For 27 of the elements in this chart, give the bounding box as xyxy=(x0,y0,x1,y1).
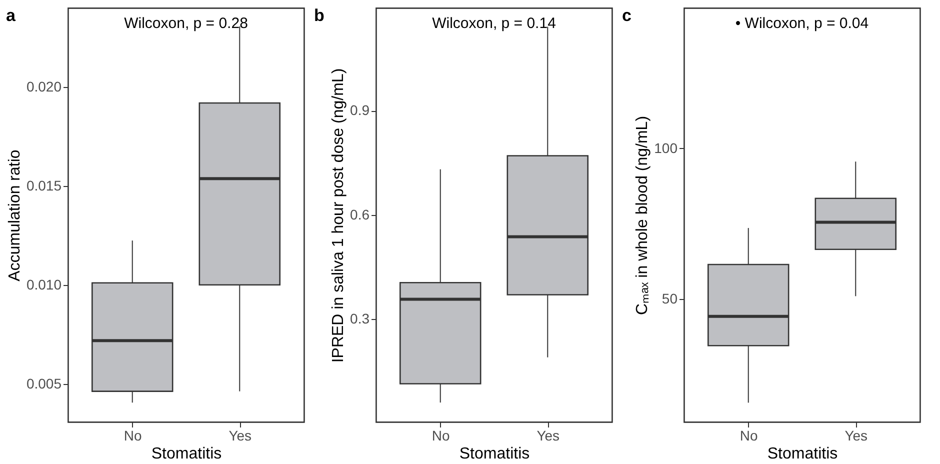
y-tick-label: 50 xyxy=(662,290,678,307)
x-axis-title: Stomatitis xyxy=(767,446,838,462)
annotation: Wilcoxon, p = 0.28 xyxy=(124,15,248,32)
y-tick-label: 0.015 xyxy=(26,177,62,194)
y-tick-label: 0.6 xyxy=(350,206,370,222)
x-tick-label: No xyxy=(740,428,758,444)
annotation: Wilcoxon, p = 0.14 xyxy=(432,15,556,32)
y-tick-label: 0.020 xyxy=(26,78,62,94)
x-tick-label: Yes xyxy=(536,428,560,444)
x-tick-label: No xyxy=(432,428,450,444)
y-tick-label: 0.005 xyxy=(26,375,62,392)
y-axis-title: Cₘₐₓ in whole blood (ng/mL) xyxy=(634,116,652,316)
annotation: • Wilcoxon, p = 0.04 xyxy=(735,15,869,32)
y-tick-label: 0.9 xyxy=(350,102,370,118)
x-axis-title: Stomatitis xyxy=(151,446,222,462)
y-tick-label: 0.010 xyxy=(26,276,62,292)
chart-title: b xyxy=(314,6,324,25)
chart-title: a xyxy=(6,6,16,25)
y-tick-label: 100 xyxy=(654,140,678,156)
x-tick-label: Yes xyxy=(844,428,868,444)
y-axis-title: Accumulation ratio xyxy=(6,150,24,282)
x-axis-title: Stomatitis xyxy=(459,446,530,462)
y-axis-title: IPRED in saliva 1 hour post dose (ng/mL) xyxy=(330,68,348,363)
x-tick-label: No xyxy=(124,428,142,444)
chart-title: c xyxy=(622,6,632,25)
y-tick-label: 0.3 xyxy=(350,310,370,327)
x-tick-label: Yes xyxy=(228,428,252,444)
